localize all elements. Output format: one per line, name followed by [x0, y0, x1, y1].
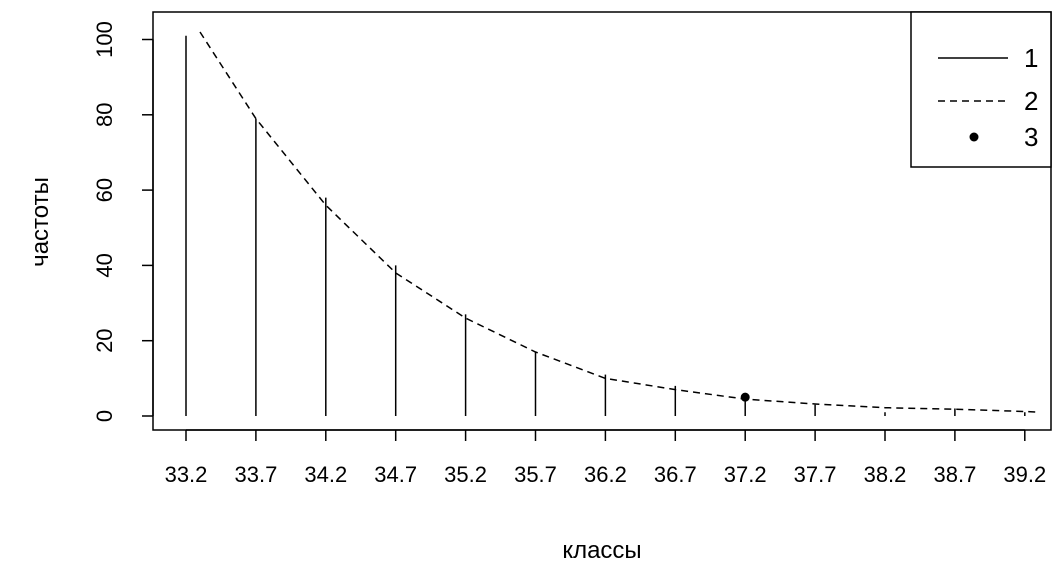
y-tick-label: 100 — [92, 21, 117, 58]
x-tick-label: 38.2 — [864, 462, 907, 487]
legend-box — [910, 11, 1052, 168]
legend-label-2: 2 — [1024, 86, 1038, 116]
x-tick-label: 38.7 — [933, 462, 976, 487]
y-tick-label: 40 — [92, 253, 117, 277]
y-tick-label: 0 — [92, 410, 117, 422]
x-axis: 33.2 33.7 34.2 34.7 35.2 35.7 36.2 36.7 37.2 37.7… — [165, 429, 1046, 487]
series-2-dashed-line — [199, 31, 1039, 413]
x-axis-title: классы — [562, 537, 641, 564]
data-point — [740, 392, 750, 402]
y-tick-label: 60 — [92, 178, 117, 202]
x-tick-label: 39.2 — [1003, 462, 1046, 487]
x-tick-label: 34.7 — [374, 462, 417, 487]
y-axis: 0 20 40 60 80 100 — [92, 21, 154, 422]
x-tick-label: 36.7 — [654, 462, 697, 487]
x-tick-label: 33.2 — [165, 462, 208, 487]
x-tick-label: 35.2 — [444, 462, 487, 487]
legend-label-1: 1 — [1024, 43, 1038, 73]
x-tick-label: 37.2 — [724, 462, 767, 487]
y-tick-label: 80 — [92, 103, 117, 127]
x-tick-label: 33.7 — [234, 462, 277, 487]
x-tick-label: 35.7 — [514, 462, 557, 487]
y-tick-label: 20 — [92, 328, 117, 352]
legend-label-3: 3 — [1024, 122, 1038, 152]
legend-swatch-3 — [969, 132, 979, 142]
series-3-points — [740, 392, 750, 402]
x-tick-label: 36.2 — [584, 462, 627, 487]
legend: 1 2 3 — [910, 11, 1052, 168]
x-tick-label: 34.2 — [304, 462, 347, 487]
x-tick-label: 37.7 — [794, 462, 837, 487]
series-1-lines — [185, 35, 1026, 416]
y-axis-title: частоты — [27, 177, 54, 267]
